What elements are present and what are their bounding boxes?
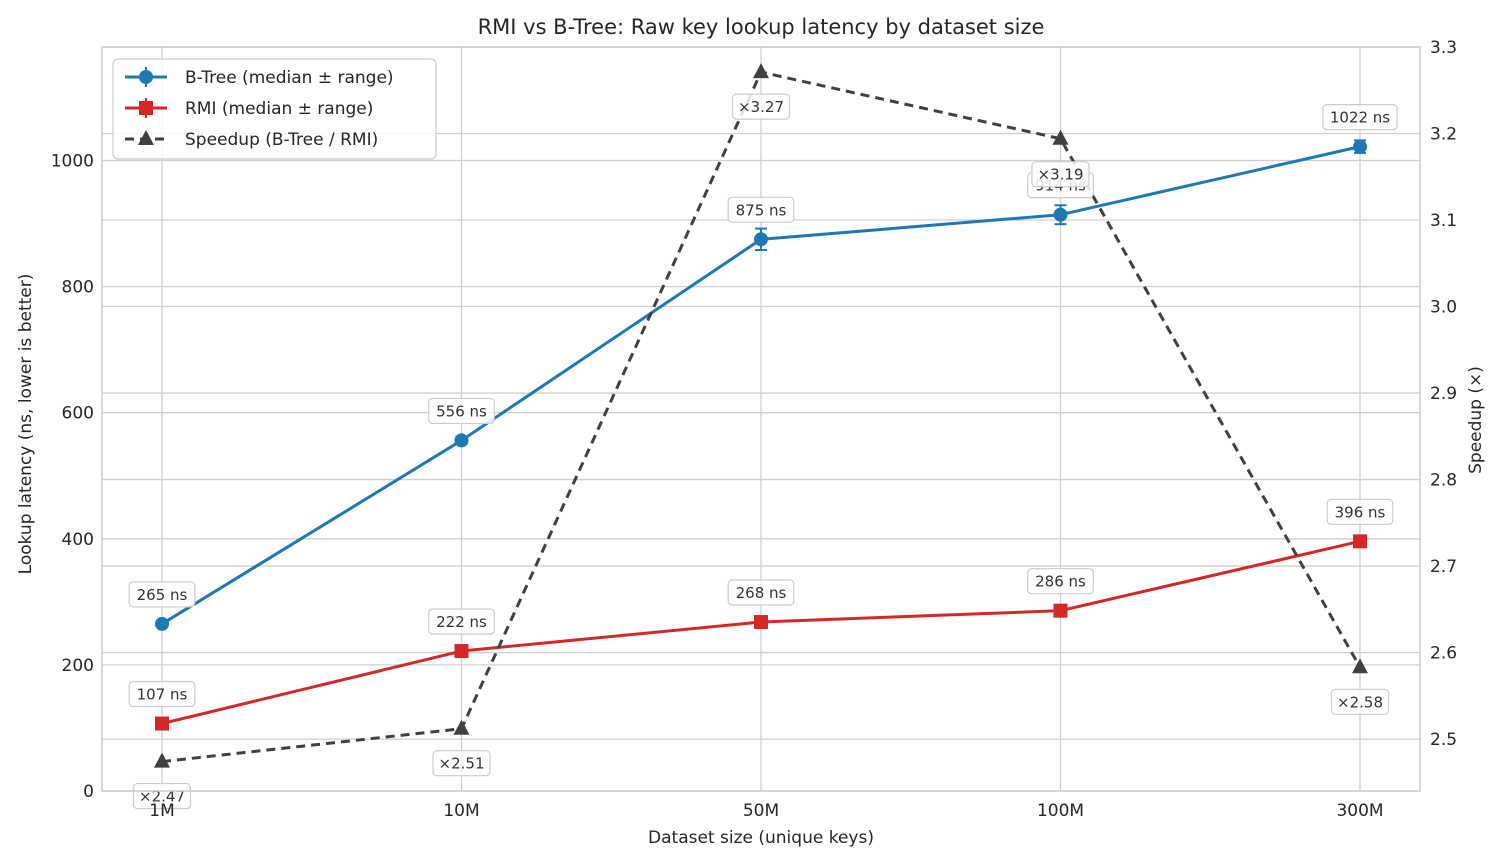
data-label-text: 396 ns [1335,503,1386,521]
data-label-text: 1022 ns [1330,109,1390,127]
data-label-text: 286 ns [1035,573,1086,591]
data-label-box [727,579,795,606]
data-label-text: 222 ns [436,613,487,631]
x-tick-label: 100M [1037,801,1084,821]
data-label: ×2.58 [1330,688,1390,715]
data-point [753,63,769,79]
data-label-text: ×2.47 [139,788,185,806]
y-tick-label: 600 [62,404,94,424]
legend-box [112,58,437,160]
data-point [1052,129,1069,145]
data-label-box [1326,498,1394,525]
x-tick-label: 10M [443,801,479,821]
data-point [154,752,170,768]
data-label-text: ×2.58 [1337,693,1383,711]
data-label-box [1322,104,1398,131]
data-point [1053,603,1068,618]
legend-entry: Speedup (B-Tree / RMI) [125,130,378,150]
y-axis-title: Lookup latency (ns, lower is better) [16,274,36,575]
y2-tick-label: 2.8 [1430,471,1457,491]
data-point [1352,658,1368,674]
y-tick-label: 800 [62,278,94,298]
data-label-box [132,782,192,810]
data-label: ×3.19 [1031,161,1090,188]
y2-tick-label: 3.1 [1430,211,1457,231]
data-label-text: ×3.27 [738,98,784,116]
data-label: ×2.47 [132,782,192,810]
data-point [1353,534,1367,549]
y-tick-label: 200 [62,656,94,676]
y2-tick-label: 2.7 [1430,557,1457,577]
data-label-box [128,680,196,708]
x-tick-label: 50M [743,801,779,821]
data-label-box [432,750,491,777]
data-label-box [731,93,791,120]
data-label: 875 ns [727,196,795,223]
data-label-box [1031,161,1090,188]
data-point [454,433,469,448]
legend-entry: RMI (median ± range) [125,98,373,119]
y2-tick-label: 2.5 [1430,730,1457,750]
legend-label: RMI (median ± range) [185,99,373,119]
data-point [1353,139,1367,154]
series-layer [154,63,1368,768]
data-point [1053,207,1068,222]
data-label: 286 ns [1027,568,1094,595]
data-point [155,716,169,731]
data-point [454,644,469,659]
data-label-text: ×2.51 [439,755,485,773]
data-label-text: ×3.19 [1038,166,1084,184]
plot-frame [101,46,1421,792]
data-label-text: 268 ns [736,584,787,602]
y2-tick-label: 3.2 [1430,125,1457,145]
axes-layer: 1M 10M 50M 100M 300M 0 200 400 600 800 1000 2.5 2.6 2… [51,38,1457,821]
data-label: 1022 ns [1322,104,1398,131]
legend-label: B-Tree (median ± range) [185,68,394,88]
data-label: 268 ns [727,579,795,606]
data-label: 107 ns [128,680,196,708]
data-point [453,719,470,735]
data-label: 222 ns [428,608,495,635]
data-label: ×3.27 [731,93,791,120]
data-point [155,616,169,631]
x-tick-label: 1M [149,801,174,821]
y-tick-label: 1000 [51,151,94,171]
data-label: 556 ns [428,397,495,425]
data-label-box [727,196,795,223]
y2-axis-title: Speedup (×) [1466,366,1486,474]
y-tick-label: 0 [83,782,94,802]
y2-tick-label: 2.6 [1430,644,1457,664]
legend-marker [139,70,153,84]
legend-label: Speedup (B-Tree / RMI) [185,130,378,150]
legend: B-Tree (median ± range) RMI (median ± ran… [112,58,437,160]
data-label-box [1330,688,1390,715]
data-label-box [128,581,196,608]
legend-entry: B-Tree (median ± range) [125,67,394,88]
legend-marker [138,130,154,145]
x-axis-title: Dataset size (unique keys) [648,828,874,848]
data-label-text: 265 ns [137,586,188,604]
data-point [754,232,768,247]
y-tick-label: 400 [62,530,94,550]
data-label-text: 107 ns [137,686,188,704]
data-label: 265 ns [128,581,196,608]
data-label-text: 556 ns [436,402,487,420]
y2-tick-label: 3.3 [1430,38,1457,58]
y2-tick-label: 3.0 [1430,298,1457,318]
data-label: 396 ns [1326,498,1394,525]
data-label: ×2.51 [432,750,491,777]
data-point [754,615,768,630]
data-label-box [428,397,495,425]
data-label-box [1027,568,1094,595]
data-label-box [428,608,495,635]
data-label-text: 875 ns [736,201,787,219]
chart-title: RMI vs B-Tree: Raw key lookup latency by… [478,15,1045,39]
y2-tick-label: 2.9 [1430,384,1457,404]
x-tick-label: 300M [1336,801,1383,821]
legend-marker [139,101,153,115]
